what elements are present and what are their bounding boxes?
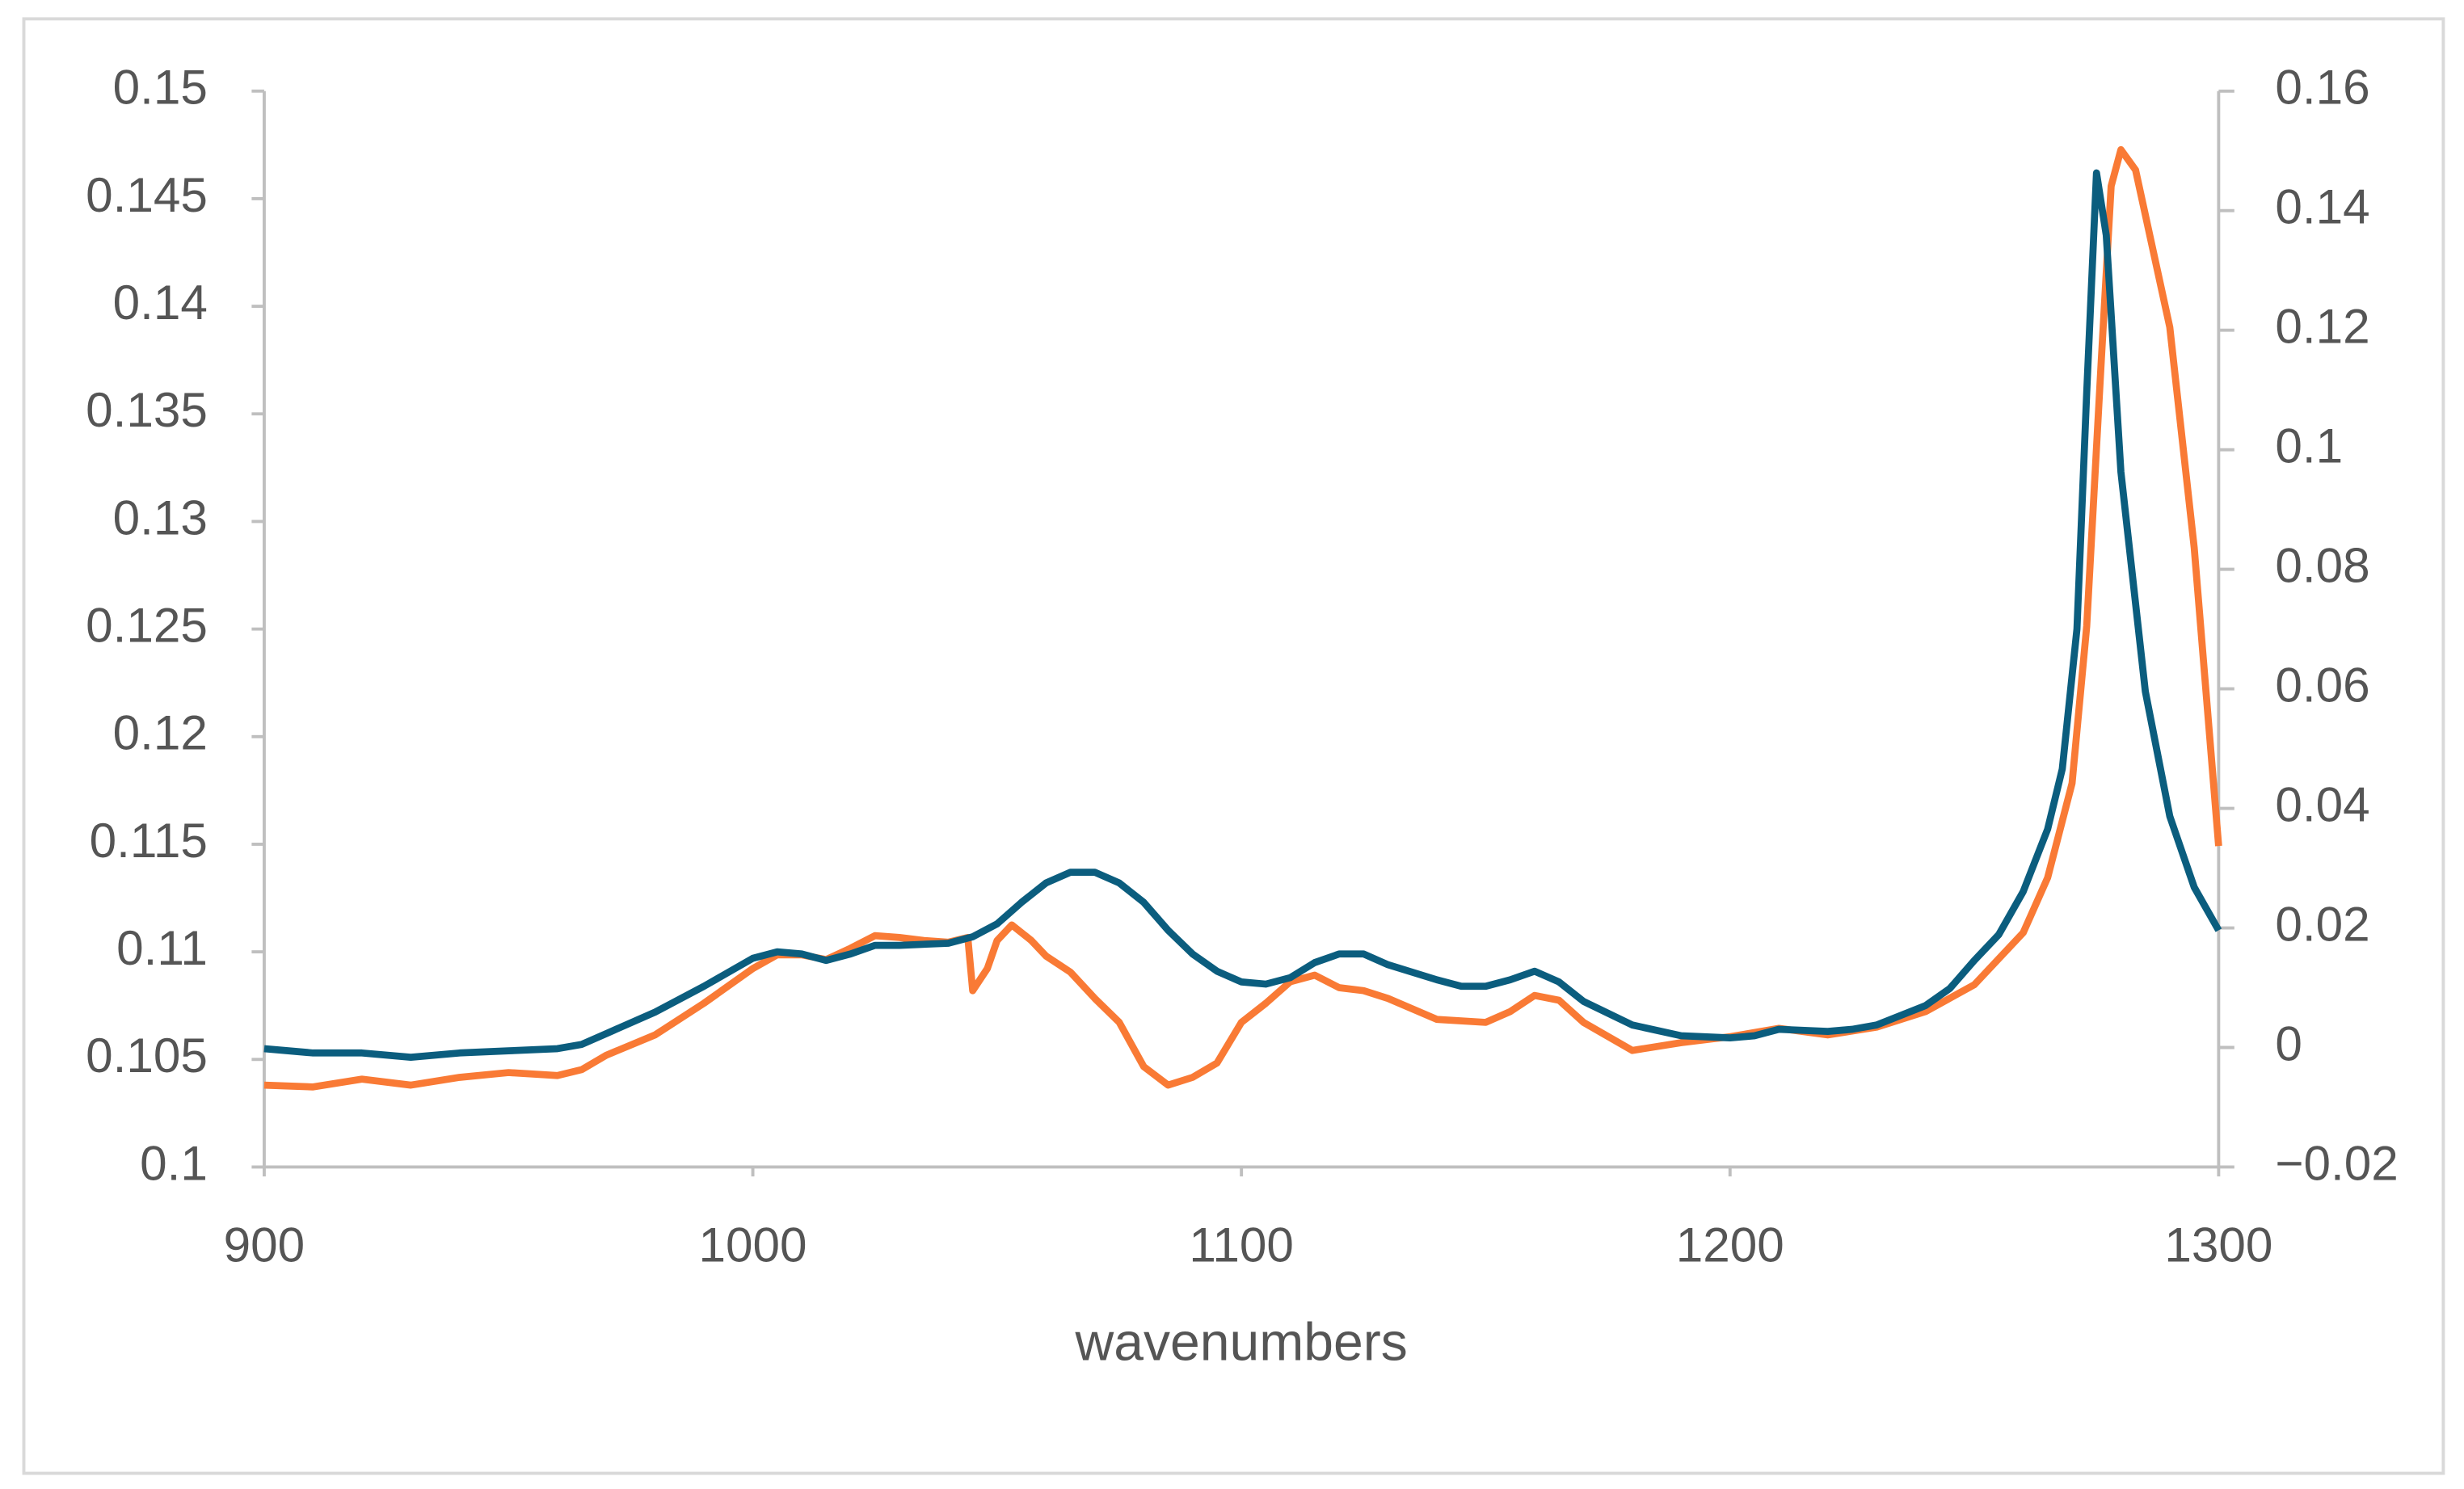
x-tick-label: 900 bbox=[224, 1217, 305, 1272]
y2-tick-label: −0.02 bbox=[2275, 1135, 2398, 1190]
y2-tick-label: 0.16 bbox=[2275, 60, 2369, 115]
y-tick-label: 0.11 bbox=[116, 920, 208, 975]
y-tick-label: 0.105 bbox=[86, 1028, 208, 1083]
y2-tick-label: 0.08 bbox=[2275, 538, 2369, 593]
y-tick-label: 0.145 bbox=[86, 167, 208, 222]
y-tick-label: 0.125 bbox=[86, 598, 208, 653]
y-tick-label: 0.1 bbox=[140, 1135, 208, 1190]
y2-tick-label: 0.12 bbox=[2275, 299, 2369, 354]
y2-tick-label: 0.1 bbox=[2275, 419, 2343, 473]
y-tick-label: 0.15 bbox=[113, 60, 208, 115]
y2-tick-label: 0 bbox=[2275, 1016, 2302, 1070]
data-line bbox=[263, 145, 2222, 1091]
y2-tick-label: 0.14 bbox=[2275, 179, 2369, 234]
chart-frame bbox=[22, 17, 2445, 1475]
y-tick-label: 0.135 bbox=[86, 382, 208, 437]
y2-tick-label: 0.02 bbox=[2275, 896, 2369, 951]
x-tick-label: 1000 bbox=[699, 1217, 807, 1272]
x-tick-label: 1200 bbox=[1676, 1217, 1784, 1272]
y2-tick-label: 0.04 bbox=[2275, 776, 2369, 831]
x-axis-title: wavenumbers bbox=[1074, 1313, 1407, 1373]
y-tick-label: 0.115 bbox=[90, 813, 208, 868]
y-tick-label: 0.14 bbox=[113, 275, 208, 330]
y-tick-label: 0.12 bbox=[113, 705, 208, 760]
x-tick-label: 1300 bbox=[2164, 1217, 2272, 1272]
y2-tick-label: 0.06 bbox=[2275, 658, 2369, 713]
x-tick-label: 1100 bbox=[1189, 1217, 1294, 1272]
y-tick-label: 0.13 bbox=[113, 490, 208, 545]
data-line bbox=[263, 169, 2222, 1062]
